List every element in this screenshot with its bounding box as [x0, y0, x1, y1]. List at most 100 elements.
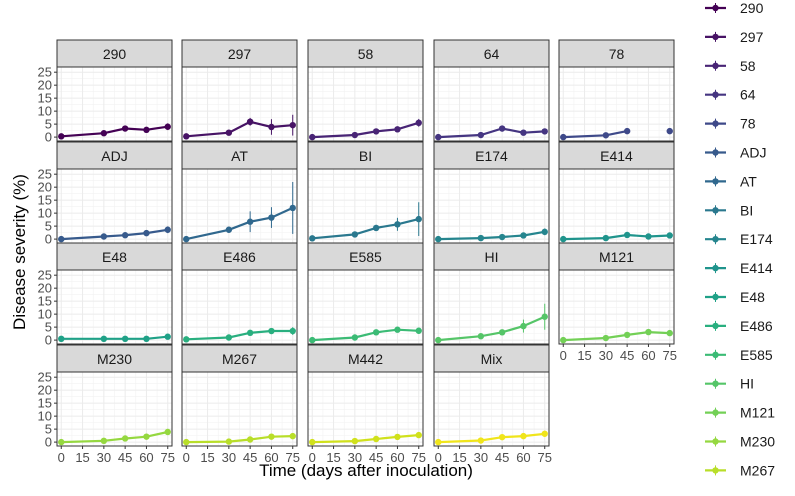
legend-item: E585 [705, 347, 773, 363]
facet-panel-m230: M230 [56, 344, 173, 447]
data-point [121, 435, 129, 442]
facet-panel-290: 290 [56, 39, 173, 142]
data-point [309, 438, 316, 446]
data-point [100, 130, 108, 137]
data-point [268, 214, 275, 221]
legend-item: 58 [705, 58, 756, 74]
data-point [351, 334, 359, 341]
data-point [143, 126, 150, 134]
data-point [183, 336, 190, 343]
facet-strip [307, 141, 424, 170]
x-tick-label: 60 [264, 450, 278, 465]
data-point [477, 131, 485, 139]
y-tick-label: 25 [38, 268, 52, 283]
legend-label: 297 [740, 29, 764, 45]
data-point [58, 438, 65, 446]
y-tick-label: 25 [38, 167, 52, 182]
data-point [164, 123, 171, 130]
legend-item: BI [705, 202, 753, 218]
data-point [541, 228, 548, 236]
x-axis-label: Time (days after inoculation) [259, 461, 473, 480]
legend: 290 297 58 64 78 ADJ AT BI E174 E414 E48 E486 E585 HI… [705, 0, 775, 478]
x-tick-label: 75 [538, 450, 552, 465]
facet-strip-label: E174 [475, 148, 508, 164]
legend-item: 297 [705, 29, 764, 45]
facet-panel-e486: E486 [181, 242, 298, 345]
data-point [268, 327, 275, 335]
x-tick-label: 30 [474, 450, 488, 465]
facet-strip-label: 58 [358, 46, 374, 62]
y-tick-label: 5 [45, 117, 52, 132]
facet-strip [433, 39, 550, 68]
data-point [246, 118, 254, 125]
data-point [183, 438, 190, 446]
legend-label: E585 [740, 347, 773, 363]
facet-strip-label: M267 [222, 351, 257, 367]
facet-strip-label: M121 [599, 249, 634, 265]
legend-key-point [712, 264, 719, 272]
facet-strip-label: 78 [609, 46, 625, 62]
facet-panel-e48: E48 [56, 242, 173, 345]
data-point [498, 433, 506, 441]
facet-strip [181, 344, 298, 373]
legend-label: BI [740, 202, 753, 218]
legend-key-point [712, 178, 719, 185]
facet-strip [56, 242, 173, 271]
legend-label: E414 [740, 260, 773, 276]
legend-key-point [712, 293, 719, 301]
panel-border [56, 371, 173, 447]
data-point [602, 234, 610, 242]
legend-label: 290 [740, 0, 764, 16]
y-tick-label: 15 [38, 396, 52, 411]
data-point [225, 226, 233, 233]
legend-key-point [712, 149, 719, 156]
facet-strip [181, 242, 298, 271]
y-tick-label: 15 [38, 91, 52, 106]
x-tick-label: 60 [139, 450, 153, 465]
facet-strip-label: BI [359, 148, 372, 164]
legend-item: E48 [705, 289, 765, 305]
facet-strip [56, 141, 173, 170]
data-point [121, 125, 129, 132]
y-tick-label: 0 [45, 333, 52, 348]
data-point [143, 433, 150, 440]
data-point [225, 129, 233, 136]
data-point [100, 437, 108, 445]
y-tick-label: 0 [45, 130, 52, 145]
x-tick-label: 75 [663, 348, 677, 363]
facet-panels: 290 297 58 64 78 ADJ AT BI E174 E414 E48 E486 E585 HI… [56, 39, 675, 447]
facet-panel-m121: M121 [558, 242, 675, 345]
data-point [560, 235, 567, 243]
y-tick-label: 10 [38, 104, 52, 119]
data-point [520, 129, 527, 136]
y-axis-label: Disease severity (%) [10, 174, 29, 330]
data-point [666, 127, 673, 135]
legend-item: AT [705, 173, 757, 189]
panel-border [181, 371, 298, 447]
legend-item: 78 [705, 116, 756, 132]
legend-item: E174 [705, 231, 773, 247]
legend-key-point [712, 62, 719, 69]
panel-border [558, 66, 675, 142]
facet-panel-mix: Mix [433, 344, 550, 447]
data-point [164, 226, 171, 233]
y-tick-label: 15 [38, 193, 52, 208]
x-tick-label: 75 [161, 450, 175, 465]
legend-label: M230 [740, 434, 775, 450]
x-tick-label: 15 [577, 348, 591, 363]
panel-border [181, 66, 298, 142]
facet-strip-label: 64 [484, 46, 500, 62]
data-point [289, 327, 296, 335]
x-tick-label: 30 [97, 450, 111, 465]
x-tick-label: 15 [452, 450, 466, 465]
data-point [246, 218, 254, 225]
data-point [183, 133, 190, 140]
legend-item: 64 [705, 87, 756, 103]
facet-panel-e585: E585 [307, 242, 424, 345]
data-point [143, 335, 150, 343]
data-point [435, 336, 442, 344]
facet-strip [558, 242, 675, 271]
data-point [372, 128, 380, 135]
legend-key-point [712, 380, 719, 387]
